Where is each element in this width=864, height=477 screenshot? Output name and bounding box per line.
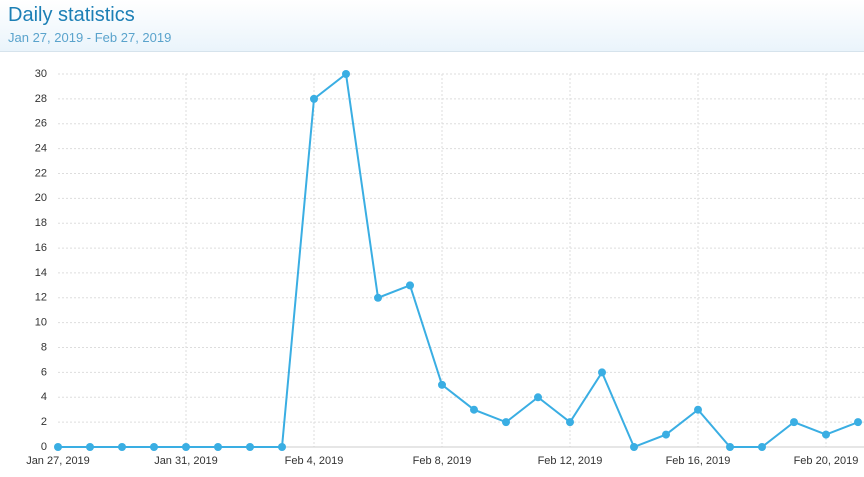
line bbox=[58, 72, 859, 449]
x-tick-label: Feb 12, 2019 bbox=[538, 455, 603, 467]
point bbox=[854, 418, 862, 427]
y-tick-label: 30 bbox=[35, 68, 47, 80]
x-tick-label: Feb 20, 2019 bbox=[794, 455, 859, 467]
x-tick-label: Feb 4, 2019 bbox=[285, 455, 344, 467]
title: Daily statistics bbox=[8, 4, 135, 26]
point bbox=[310, 94, 318, 103]
point bbox=[118, 443, 126, 451]
point bbox=[822, 430, 830, 439]
point bbox=[630, 443, 638, 451]
point bbox=[214, 443, 222, 451]
x-tick-label: Feb 16, 2019 bbox=[666, 455, 731, 467]
point bbox=[54, 443, 62, 451]
y-tick-label: 8 bbox=[41, 341, 47, 353]
y-tick-label: 22 bbox=[35, 167, 47, 179]
point bbox=[534, 393, 542, 402]
point bbox=[278, 443, 286, 451]
point bbox=[598, 368, 606, 377]
subtitle: Jan 27, 2019 - Feb 27, 2019 bbox=[8, 30, 172, 45]
point bbox=[726, 443, 734, 451]
point bbox=[502, 418, 510, 427]
y-tick-label: 16 bbox=[35, 242, 47, 254]
y-tick-label: 4 bbox=[41, 391, 47, 403]
point bbox=[694, 405, 702, 414]
point bbox=[438, 380, 446, 389]
y-tick-label: 14 bbox=[35, 267, 47, 279]
y-tick-label: 18 bbox=[35, 217, 47, 229]
y-tick-label: 10 bbox=[35, 317, 47, 329]
y-tick-label: 20 bbox=[35, 192, 47, 204]
point bbox=[246, 443, 254, 451]
x-tick-label: Jan 27, 2019 bbox=[26, 455, 90, 467]
point bbox=[374, 293, 382, 302]
point bbox=[182, 443, 190, 451]
point bbox=[790, 418, 798, 427]
point bbox=[662, 430, 670, 439]
x-tick-label: Feb 8, 2019 bbox=[413, 455, 472, 467]
point bbox=[758, 443, 766, 451]
y-tick-label: 0 bbox=[41, 441, 47, 453]
point bbox=[150, 443, 158, 451]
y-tick-label: 6 bbox=[41, 366, 47, 378]
y-tick-label: 24 bbox=[35, 143, 47, 155]
point bbox=[342, 70, 350, 78]
x-tick-label: Jan 31, 2019 bbox=[154, 455, 218, 467]
header: Daily statistics Jan 27, 2019 - Feb 27, … bbox=[0, 0, 864, 52]
y-tick-label: 26 bbox=[35, 118, 47, 130]
y-tick-label: 12 bbox=[35, 292, 47, 304]
point bbox=[566, 418, 574, 427]
point bbox=[470, 405, 478, 414]
point bbox=[406, 281, 414, 290]
point bbox=[86, 443, 94, 451]
y-tick-label: 2 bbox=[41, 416, 47, 428]
y-tick-label: 28 bbox=[35, 93, 47, 105]
